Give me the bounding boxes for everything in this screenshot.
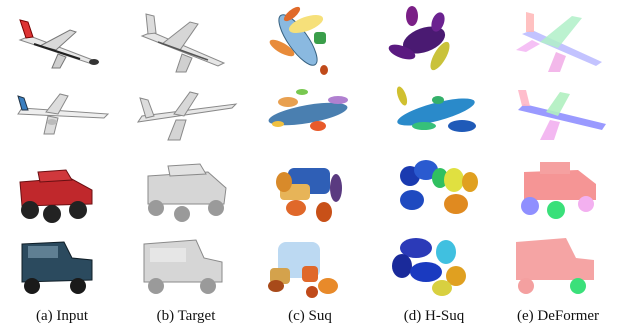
truck-render: [124, 154, 248, 229]
cell-target-jeep: [124, 230, 248, 305]
cell-suq-truck: [248, 154, 372, 229]
cell-target-airplane-2: [124, 78, 248, 153]
airplane-render: [372, 78, 496, 153]
caption-input: (a) Input: [0, 308, 124, 325]
airplane-render: [248, 2, 372, 77]
airplane-render: [124, 2, 248, 77]
jeep-render: [124, 230, 248, 305]
cell-input-airplane-1: [0, 2, 124, 77]
figure-grid: [0, 0, 623, 300]
airplane-render: [496, 78, 620, 153]
jeep-render: [248, 230, 372, 305]
truck-render: [248, 154, 372, 229]
cell-suq-airplane-1: [248, 2, 372, 77]
jeep-render: [372, 230, 496, 305]
caption-suq: (c) Suq: [248, 308, 372, 325]
cell-hsuq-airplane-1: [372, 2, 496, 77]
cell-target-airplane-1: [124, 2, 248, 77]
cell-hsuq-truck: [372, 154, 496, 229]
airplane-render: [0, 2, 124, 77]
truck-render: [496, 154, 620, 229]
cell-suq-airplane-2: [248, 78, 372, 153]
cell-deformer-jeep: [496, 230, 620, 305]
cell-deformer-truck: [496, 154, 620, 229]
truck-render: [0, 154, 124, 229]
caption-hsuq: (d) H-Suq: [372, 308, 496, 325]
cell-hsuq-airplane-2: [372, 78, 496, 153]
cell-target-truck: [124, 154, 248, 229]
airplane-render: [0, 78, 124, 153]
cell-suq-jeep: [248, 230, 372, 305]
cell-input-airplane-2: [0, 78, 124, 153]
jeep-render: [496, 230, 620, 305]
cell-input-jeep: [0, 230, 124, 305]
caption-deformer: (e) DeFormer: [496, 308, 620, 325]
cell-deformer-airplane-2: [496, 78, 620, 153]
airplane-render: [124, 78, 248, 153]
caption-row: (a) Input (b) Target (c) Suq (d) H-Suq (…: [0, 304, 623, 330]
airplane-render: [372, 2, 496, 77]
airplane-render: [496, 2, 620, 77]
jeep-render: [0, 230, 124, 305]
truck-render: [372, 154, 496, 229]
airplane-render: [248, 78, 372, 153]
cell-hsuq-jeep: [372, 230, 496, 305]
caption-target: (b) Target: [124, 308, 248, 325]
cell-input-truck: [0, 154, 124, 229]
cell-deformer-airplane-1: [496, 2, 620, 77]
